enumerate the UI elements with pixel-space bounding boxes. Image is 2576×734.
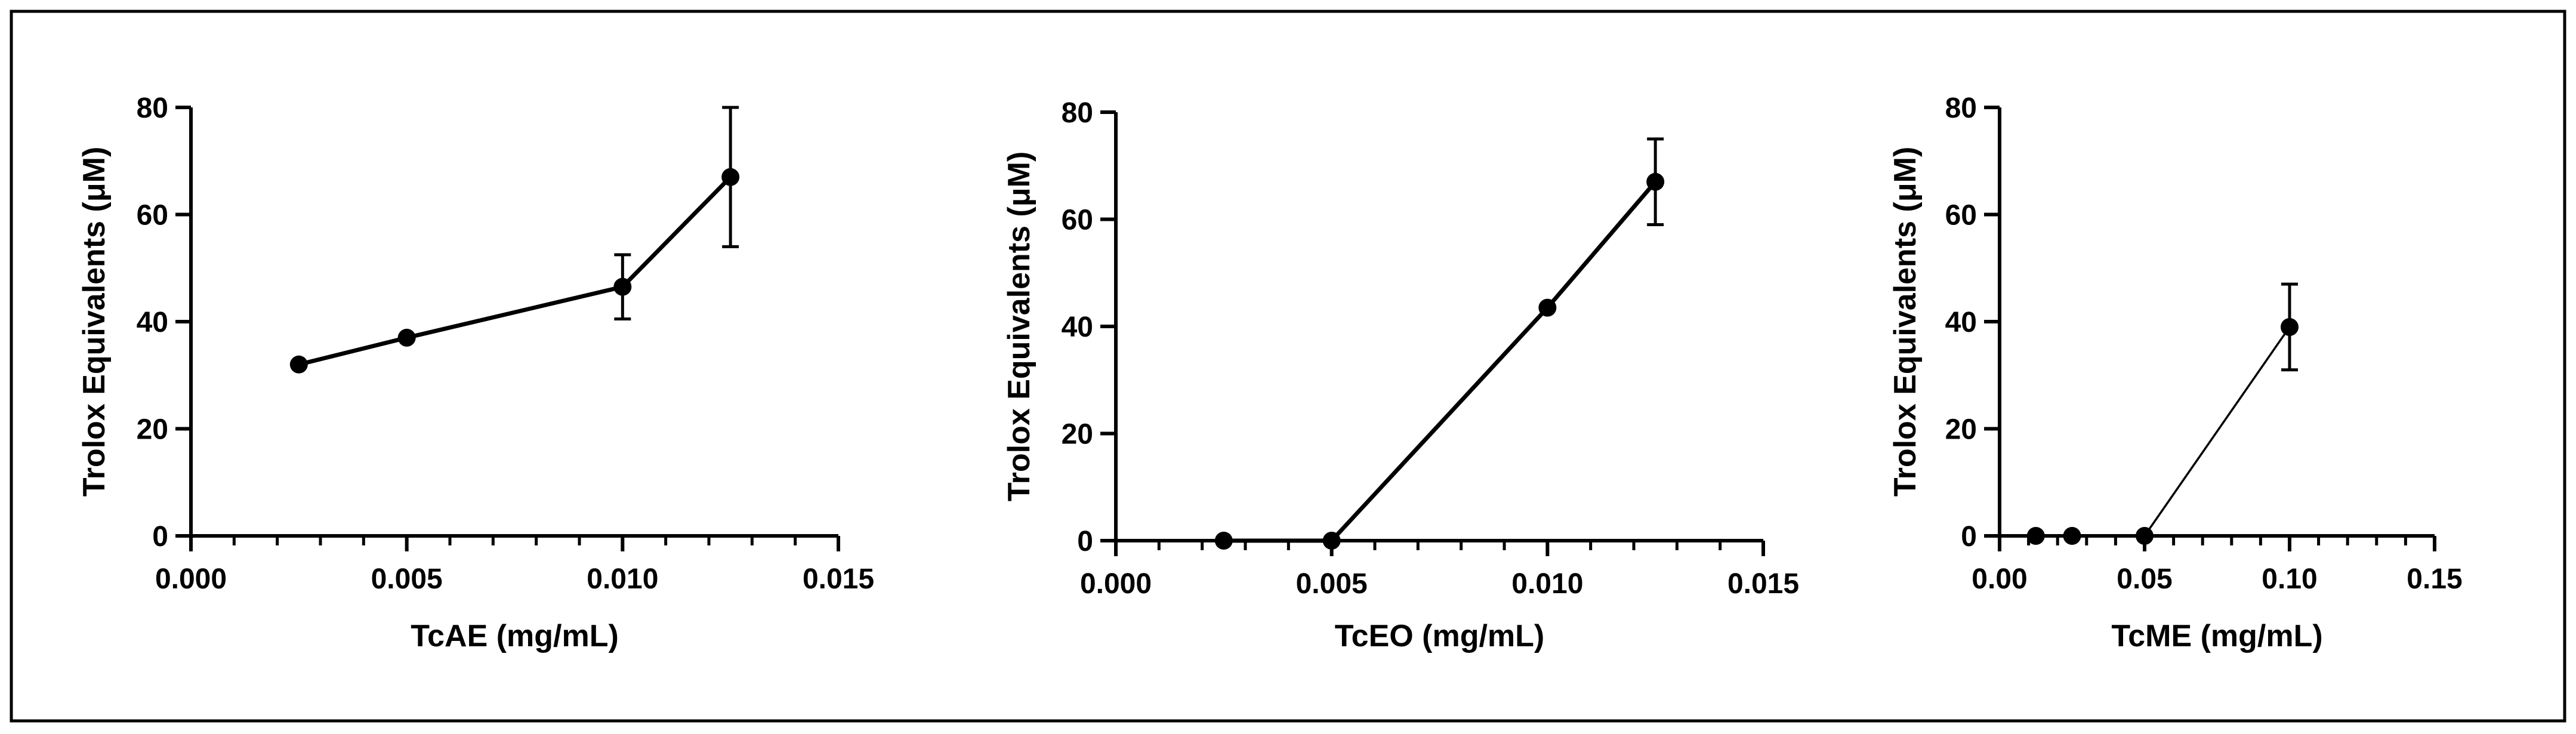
x-tick-label: 0.005	[1296, 568, 1368, 600]
y-tick-label: 20	[1945, 414, 1977, 446]
y-tick-label: 0	[1961, 521, 1977, 553]
series-line	[1223, 180, 1657, 543]
data-point	[289, 355, 308, 374]
x-tick-label: 0.000	[155, 563, 227, 595]
y-tick-label: 60	[137, 200, 168, 232]
data-point	[2063, 527, 2081, 545]
y-tick-label: 60	[1945, 200, 1977, 232]
x-tick-label: 0.15	[2407, 563, 2462, 595]
x-tick-label: 0.015	[1727, 568, 1799, 600]
y-tick-label: 80	[137, 92, 168, 124]
data-point	[2281, 317, 2299, 336]
data-point	[1214, 532, 1233, 550]
data-point	[721, 168, 740, 186]
data-point	[1646, 172, 1665, 191]
x-tick-label: 0.00	[1972, 563, 2027, 595]
y-axis-label: Trolox Equivalents (μM)	[1888, 147, 1923, 497]
y-tick-label: 40	[1945, 307, 1977, 338]
data-point	[2136, 527, 2154, 545]
y-tick-label: 40	[137, 307, 168, 338]
data-point	[397, 328, 416, 347]
x-axis-label: TcME (mg/mL)	[2111, 619, 2322, 653]
x-tick-label: 0.005	[371, 563, 443, 595]
x-axis-label: TcEO (mg/mL)	[1335, 619, 1544, 653]
data-point	[1322, 532, 1341, 550]
chart-panel-2: 0 20 40 60 80 0.000 0.005 0.010 0.015 TcEO (mg/mL…	[1002, 97, 1799, 653]
x-tick-label: 0.10	[2262, 563, 2317, 595]
data-point	[2026, 527, 2045, 545]
data-point	[1538, 298, 1557, 317]
y-axis-label: Trolox Equivalents (μM)	[77, 147, 112, 497]
series-line	[298, 175, 732, 367]
data-point	[613, 277, 632, 296]
x-tick-label: 0.015	[803, 563, 874, 595]
series-line	[2035, 326, 2291, 537]
x-tick-label: 0.010	[587, 563, 658, 595]
y-tick-label: 40	[1062, 312, 1093, 343]
figure-border	[10, 10, 2566, 723]
x-axis-label: TcAE (mg/mL)	[411, 619, 619, 653]
x-tick-label: 0.010	[1511, 568, 1583, 600]
y-tick-label: 20	[1062, 419, 1093, 451]
y-tick-label: 60	[1062, 205, 1093, 236]
y-tick-label: 80	[1062, 97, 1093, 129]
chart-panel-3: 0 20 40 60 80 0.00 0.05 0.10 0.15 TcME (mg/mL) Tro…	[1888, 92, 2463, 653]
y-tick-label: 0	[152, 521, 168, 553]
x-tick-label: 0.000	[1080, 568, 1152, 600]
y-tick-label: 80	[1945, 92, 1977, 124]
y-axis-label: Trolox Equivalents (μM)	[1002, 152, 1036, 502]
x-tick-label: 0.05	[2117, 563, 2172, 595]
chart-panel-1: 0 20 40 60 80 0.000 0.005 0.010 0.015 TcAE (mg/mL…	[77, 92, 874, 653]
y-tick-label: 20	[137, 414, 168, 446]
y-tick-label: 0	[1077, 526, 1093, 557]
